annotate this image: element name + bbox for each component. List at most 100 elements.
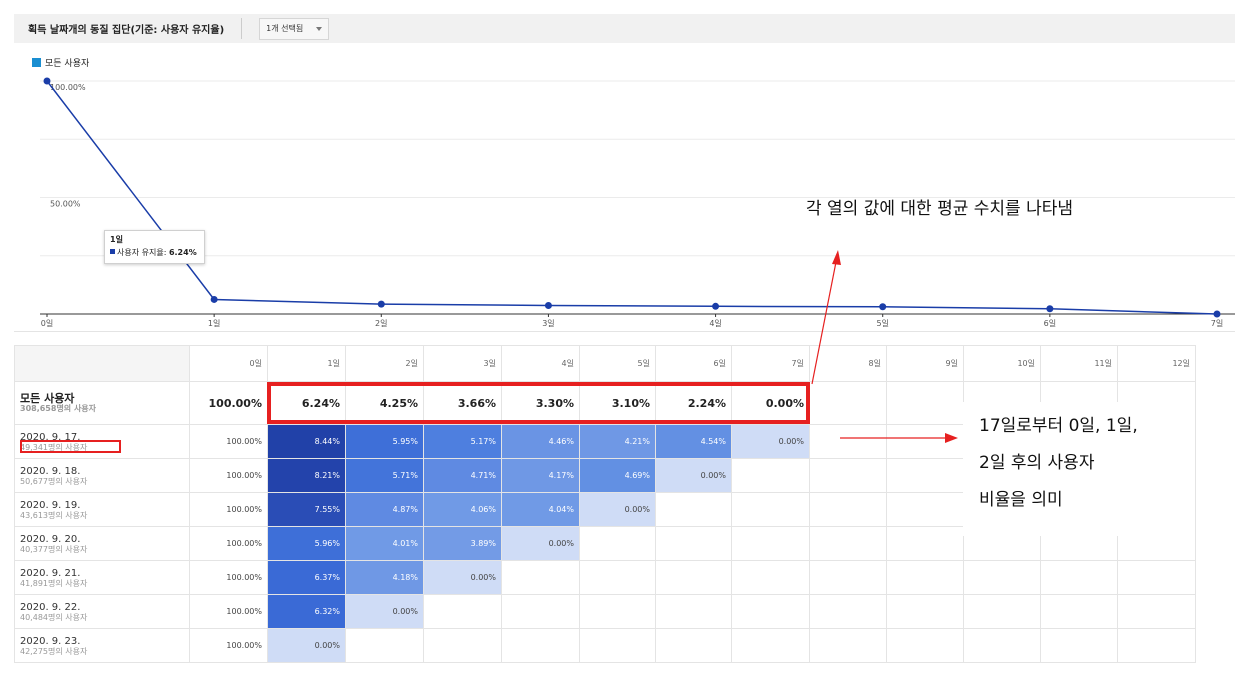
retention-cell[interactable] bbox=[579, 526, 656, 561]
retention-cell[interactable] bbox=[886, 628, 964, 663]
retention-cell[interactable] bbox=[1040, 594, 1118, 629]
retention-cell[interactable]: 5.17% bbox=[423, 424, 502, 459]
retention-cell[interactable]: 4.87% bbox=[345, 492, 424, 527]
retention-cell[interactable] bbox=[886, 424, 964, 459]
retention-cell[interactable]: 100.00% bbox=[189, 458, 268, 493]
retention-cell[interactable]: 8.21% bbox=[267, 458, 346, 493]
retention-cell[interactable]: 4.17% bbox=[501, 458, 580, 493]
retention-cell[interactable] bbox=[809, 594, 887, 629]
retention-cell[interactable] bbox=[655, 628, 732, 663]
retention-cell[interactable] bbox=[655, 560, 732, 595]
retention-cell[interactable] bbox=[809, 492, 887, 527]
retention-cell[interactable]: 4.71% bbox=[423, 458, 502, 493]
retention-cell[interactable] bbox=[1117, 560, 1196, 595]
chevron-down-icon bbox=[316, 26, 323, 31]
retention-cell[interactable]: 0.00% bbox=[731, 424, 810, 459]
retention-cell[interactable] bbox=[501, 628, 580, 663]
retention-cell[interactable]: 100.00% bbox=[189, 628, 268, 663]
retention-cell[interactable]: 0.00% bbox=[345, 594, 424, 629]
retention-cell[interactable] bbox=[423, 628, 502, 663]
retention-cell[interactable] bbox=[886, 492, 964, 527]
retention-cell[interactable]: 6.37% bbox=[267, 560, 346, 595]
retention-cell[interactable] bbox=[579, 560, 656, 595]
average-cell bbox=[886, 381, 964, 425]
table-row: 2020. 9. 21. 41,891명의 사용자 100.00% 6.37% 4.18… bbox=[14, 560, 1196, 595]
retention-cell[interactable] bbox=[731, 594, 810, 629]
retention-cell[interactable] bbox=[886, 560, 964, 595]
retention-cell[interactable]: 5.96% bbox=[267, 526, 346, 561]
retention-cell[interactable]: 4.18% bbox=[345, 560, 424, 595]
retention-cell[interactable] bbox=[809, 458, 887, 493]
retention-cell[interactable] bbox=[886, 458, 964, 493]
retention-cell[interactable]: 4.04% bbox=[501, 492, 580, 527]
retention-cell[interactable]: 0.00% bbox=[267, 628, 346, 663]
average-cell: 0.00% bbox=[731, 381, 810, 425]
retention-cell[interactable]: 5.71% bbox=[345, 458, 424, 493]
retention-cell[interactable]: 5.95% bbox=[345, 424, 424, 459]
column-header: 0일 bbox=[189, 345, 268, 382]
column-header: 1일 bbox=[267, 345, 346, 382]
retention-cell[interactable] bbox=[731, 560, 810, 595]
retention-cell[interactable]: 100.00% bbox=[189, 492, 268, 527]
retention-cell[interactable] bbox=[731, 492, 810, 527]
retention-cell[interactable]: 4.69% bbox=[579, 458, 656, 493]
retention-cell[interactable]: 100.00% bbox=[189, 526, 268, 561]
retention-cell[interactable] bbox=[1040, 560, 1118, 595]
retention-cell[interactable] bbox=[579, 628, 656, 663]
retention-cell[interactable]: 4.21% bbox=[579, 424, 656, 459]
retention-cell[interactable] bbox=[809, 560, 887, 595]
retention-cell[interactable]: 8.44% bbox=[267, 424, 346, 459]
retention-cell[interactable] bbox=[809, 628, 887, 663]
retention-cell[interactable] bbox=[579, 594, 656, 629]
retention-cell[interactable]: 0.00% bbox=[501, 526, 580, 561]
retention-cell[interactable]: 100.00% bbox=[189, 594, 268, 629]
retention-cell[interactable] bbox=[731, 458, 810, 493]
segment-selector-label: 1개 선택됨 bbox=[266, 24, 304, 33]
retention-cell[interactable] bbox=[1117, 594, 1196, 629]
retention-cell[interactable] bbox=[655, 594, 732, 629]
retention-cell[interactable] bbox=[809, 526, 887, 561]
chart-legend[interactable]: 모든 사용자 bbox=[32, 56, 89, 69]
retention-cell[interactable] bbox=[655, 492, 732, 527]
retention-cell[interactable] bbox=[655, 526, 732, 561]
cohort-user-count: 40,377명의 사용자 bbox=[20, 544, 88, 554]
retention-cell[interactable]: 4.06% bbox=[423, 492, 502, 527]
retention-cell[interactable] bbox=[809, 424, 887, 459]
column-header: 2일 bbox=[345, 345, 424, 382]
retention-cell[interactable]: 100.00% bbox=[189, 424, 268, 459]
retention-cell[interactable]: 4.01% bbox=[345, 526, 424, 561]
retention-cell[interactable]: 100.00% bbox=[189, 560, 268, 595]
retention-cell[interactable]: 6.32% bbox=[267, 594, 346, 629]
column-header: 12일 bbox=[1117, 345, 1196, 382]
average-row-label: 모든 사용자 308,658명의 사용자 bbox=[14, 381, 190, 425]
retention-cell[interactable] bbox=[963, 594, 1041, 629]
retention-cell[interactable]: 4.46% bbox=[501, 424, 580, 459]
retention-cell[interactable]: 0.00% bbox=[655, 458, 732, 493]
retention-cell[interactable]: 0.00% bbox=[423, 560, 502, 595]
retention-cell[interactable] bbox=[345, 628, 424, 663]
retention-cell[interactable] bbox=[501, 594, 580, 629]
retention-cell[interactable] bbox=[886, 526, 964, 561]
retention-cell[interactable] bbox=[423, 594, 502, 629]
tooltip-label: 사용자 유지율: bbox=[117, 248, 167, 257]
cohort-date: 2020. 9. 20. bbox=[20, 533, 81, 545]
retention-cell[interactable]: 4.54% bbox=[655, 424, 732, 459]
retention-cell[interactable] bbox=[886, 594, 964, 629]
retention-cell[interactable] bbox=[731, 628, 810, 663]
retention-cell[interactable]: 7.55% bbox=[267, 492, 346, 527]
retention-cell[interactable]: 0.00% bbox=[579, 492, 656, 527]
cohort-date-label: 2020. 9. 17. 49,341명의 사용자 bbox=[14, 424, 190, 459]
column-header: 9일 bbox=[886, 345, 964, 382]
segment-selector[interactable]: 1개 선택됨 bbox=[259, 17, 330, 40]
retention-cell[interactable] bbox=[963, 628, 1041, 663]
retention-cell[interactable] bbox=[501, 560, 580, 595]
retention-cell[interactable] bbox=[1040, 628, 1118, 663]
cohort-date: 2020. 9. 18. bbox=[20, 465, 81, 477]
cohort-user-count: 40,484명의 사용자 bbox=[20, 612, 88, 622]
retention-cell[interactable]: 3.89% bbox=[423, 526, 502, 561]
cohort-date-label: 2020. 9. 18. 50,677명의 사용자 bbox=[14, 458, 190, 493]
retention-cell[interactable] bbox=[1117, 628, 1196, 663]
retention-cell[interactable] bbox=[963, 560, 1041, 595]
retention-cell[interactable] bbox=[731, 526, 810, 561]
